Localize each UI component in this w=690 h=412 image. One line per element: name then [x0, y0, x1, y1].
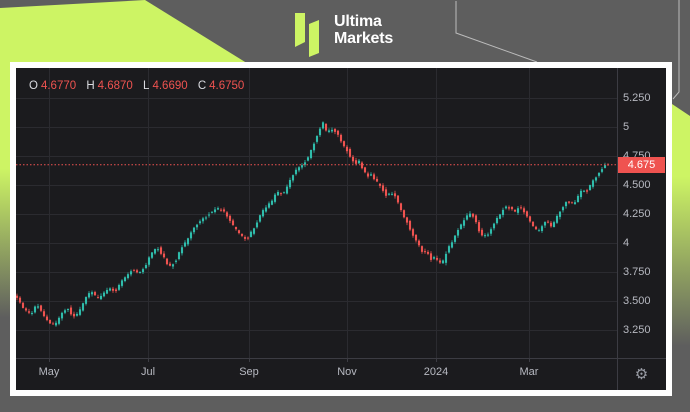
brand-line1: Ultima [334, 13, 382, 30]
price-tick-label: 4 [623, 237, 630, 249]
settings-icon[interactable]: ⚙ [634, 366, 649, 383]
candles [16, 121, 610, 327]
price-tick-label: 5.250 [623, 92, 651, 104]
legend-low-label: L [143, 80, 150, 92]
legend-high-value: 4.6870 [97, 80, 133, 92]
price-tick-label: 5 [623, 121, 630, 133]
brand-line2: Markets [334, 29, 394, 47]
price-tick-label: 4.500 [623, 179, 651, 191]
last-price-value: 4.675 [627, 158, 656, 171]
price-tick-label: 4.250 [623, 208, 651, 220]
chart-panel: O 4.6770 H 4.6870 L 4.6690 C 4.6750 5.250 5 4.… [10, 62, 672, 396]
chart-area: O 4.6770 H 4.6870 L 4.6690 C 4.6750 5.250 5 4.… [16, 68, 666, 390]
hexagon-outline-decoration [455, 1, 538, 63]
legend-open-label: O [29, 80, 38, 92]
price-tick-label: 3.250 [623, 324, 651, 336]
brand-logo-icon [295, 13, 319, 57]
brand-logo: Ultima Markets [292, 10, 393, 58]
time-tick-label: Sep [239, 366, 259, 378]
time-tick-label: Mar [519, 366, 539, 378]
time-tick-label: Nov [337, 366, 357, 378]
time-tick-label: 2024 [423, 366, 449, 378]
time-tick-label: May [38, 366, 60, 378]
legend-close-label: C [197, 80, 207, 92]
legend-low-value: 4.6690 [152, 80, 188, 92]
time-axis[interactable]: May Jul Sep Nov 2024 Mar [16, 358, 617, 390]
last-price-label: 4.675 [618, 156, 665, 173]
time-tick-label: Jul [140, 366, 156, 378]
brand-name: Ultima Markets [334, 13, 394, 58]
price-tick-label: 3.750 [623, 266, 651, 278]
lime-right-strip-decoration [672, 104, 690, 346]
candlestick-plot[interactable] [16, 68, 666, 390]
price-tick-label: 3.500 [623, 295, 651, 307]
lime-left-strip-decoration [0, 60, 10, 318]
hexagon-outline-decoration-right [672, 0, 680, 100]
lime-triangle-decoration [0, 0, 258, 70]
ohlc-legend: O 4.6770 H 4.6870 L 4.6690 C 4.6750 [29, 80, 244, 92]
legend-high-label: H [86, 80, 95, 92]
legend-close-value: 4.6750 [209, 80, 245, 92]
legend-open-value: 4.6770 [40, 80, 77, 92]
